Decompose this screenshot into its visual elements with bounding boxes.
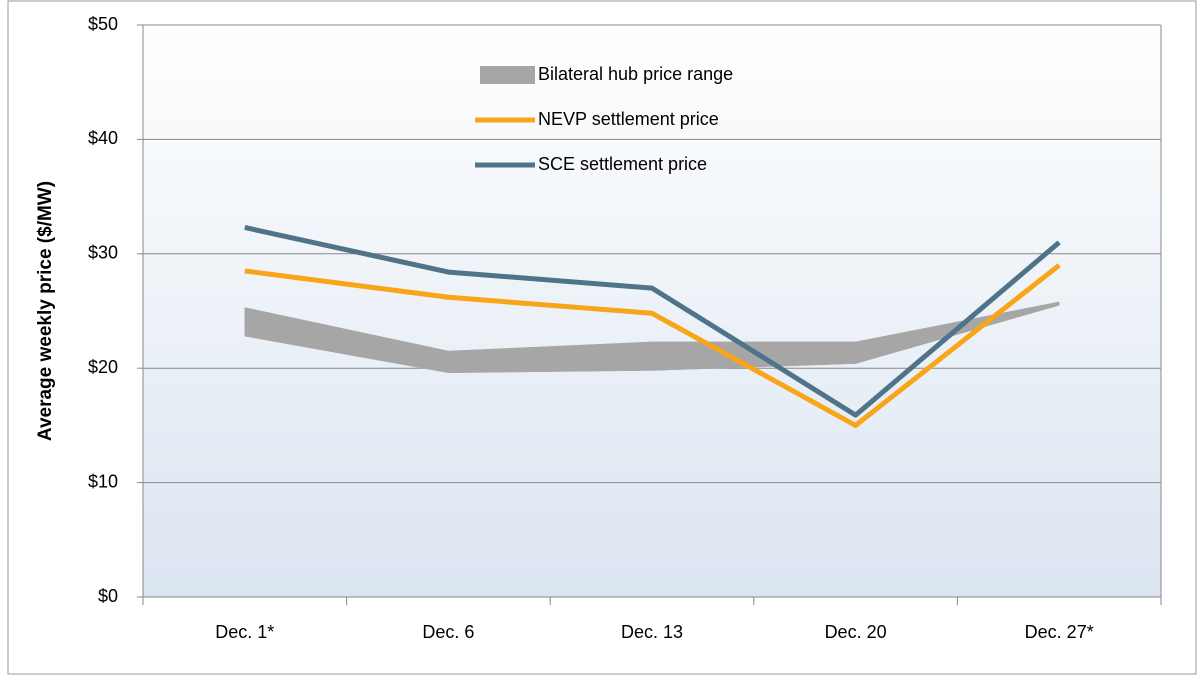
y-tick-label: $40 bbox=[88, 128, 118, 148]
x-tick-label: Dec. 13 bbox=[621, 622, 683, 642]
y-tick-label: $0 bbox=[98, 586, 118, 606]
y-tick-label: $10 bbox=[88, 471, 118, 491]
legend-label: NEVP settlement price bbox=[538, 109, 719, 129]
y-tick-label: $50 bbox=[88, 14, 118, 34]
y-tick-label: $30 bbox=[88, 243, 118, 263]
y-tick-label: $20 bbox=[88, 357, 118, 377]
x-tick-label: Dec. 20 bbox=[825, 622, 887, 642]
x-tick-label: Dec. 27* bbox=[1025, 622, 1094, 642]
band-area bbox=[855, 301, 1060, 364]
x-tick-label: Dec. 6 bbox=[422, 622, 474, 642]
series-line bbox=[244, 225, 1061, 418]
legend-label: Bilateral hub price range bbox=[538, 64, 733, 84]
legend-swatch bbox=[480, 66, 535, 84]
x-tick-label: Dec. 1* bbox=[215, 622, 274, 642]
series-line bbox=[244, 263, 1061, 428]
legend-label: SCE settlement price bbox=[538, 154, 707, 174]
y-axis-label: Average weekly price ($/MW) bbox=[35, 181, 56, 441]
chart-border bbox=[7, 0, 1197, 675]
